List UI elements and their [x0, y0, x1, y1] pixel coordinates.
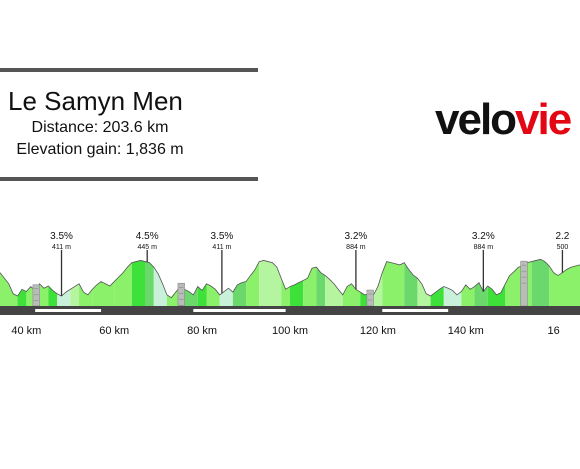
climb-gradient-2: 3.5% [210, 231, 233, 242]
profile-segment-30 [417, 278, 431, 306]
climb-gradient-1: 4.5% [136, 231, 159, 242]
profile-segment-36 [505, 261, 532, 306]
profile-segment-8 [114, 262, 132, 306]
cobble-sector-1 [177, 282, 185, 307]
x-tick-label-3: 100 km [272, 325, 308, 337]
profile-segment-25 [342, 283, 361, 306]
profile-segment-28 [382, 261, 405, 306]
profile-segment-1 [17, 289, 27, 306]
distance-label: Distance: 203.6 km [31, 119, 169, 136]
profile-segment-6 [79, 283, 93, 306]
profile-segment-14 [197, 283, 207, 306]
profile-segment-20 [281, 278, 290, 306]
profile-segment-32 [443, 286, 462, 306]
elevation-profile-chart: 3.5% 411 m 4.5% 445 m 3.5% 411 m 3.2% 884 m 3.2%… [0, 231, 580, 337]
profile-segment-12 [166, 286, 181, 306]
x-tick-label-5: 140 km [448, 325, 484, 337]
profile-segment-34 [474, 282, 488, 306]
profile-segment-37 [531, 259, 550, 306]
climb-elevation-3: 884 m [346, 244, 366, 251]
climb-elevation-5: 500 [557, 244, 569, 251]
cobble-sector-3 [520, 260, 528, 307]
climb-elevation-4: 884 m [474, 244, 494, 251]
profile-segment-4 [57, 289, 71, 306]
logo-vie-text: vie [515, 95, 572, 144]
x-tick-label-1: 60 km [99, 325, 129, 337]
x-tick-label-4: 120 km [360, 325, 396, 337]
climb-gradient-0: 3.5% [50, 231, 73, 242]
profile-segment-11 [153, 267, 167, 306]
profile-segment-31 [430, 286, 444, 306]
x-tick-label-6: 16 [548, 325, 560, 337]
profile-segment-18 [246, 261, 260, 306]
axis-marker-2 [382, 309, 449, 312]
profile-segment-22 [303, 267, 317, 306]
cobble-sector-0 [32, 284, 40, 307]
profile-outline [0, 258, 580, 299]
climb-gradient-5: 2.2 [555, 231, 569, 242]
climb-elevation-2: 411 m [212, 244, 231, 251]
profile-segment-0 [0, 272, 18, 306]
profile-segment-33 [461, 284, 475, 306]
cobble-sector-2 [366, 289, 374, 307]
profile-segment-19 [259, 260, 282, 306]
profile-segment-17 [232, 281, 247, 306]
axis-marker-1 [193, 309, 286, 312]
profile-segment-15 [206, 283, 220, 306]
x-tick-label-0: 40 km [11, 325, 41, 337]
velovie-logo: velovie [435, 95, 572, 145]
race-title: Le Samyn Men [8, 86, 183, 116]
profile-segment-29 [404, 262, 418, 306]
header-top-rule [0, 68, 258, 72]
profile-segment-21 [290, 280, 304, 306]
climb-gradient-4: 3.2% [472, 231, 495, 242]
distance-axis-bar [0, 306, 580, 315]
climb-elevation-1: 445 m [137, 244, 157, 251]
header-bottom-rule [0, 177, 258, 181]
profile-segment-3 [48, 286, 58, 306]
elevation-gain-label: Elevation gain: 1,836 m [16, 141, 184, 158]
climb-elevation-0: 411 m [52, 244, 71, 251]
climb-gradient-3: 3.2% [345, 231, 368, 242]
profile-segment-24 [325, 275, 343, 306]
profile-segment-23 [316, 267, 326, 306]
profile-segment-5 [70, 283, 80, 306]
axis-marker-0 [35, 309, 102, 312]
logo-velo-text: velo [435, 95, 517, 144]
profile-segment-7 [92, 281, 115, 306]
x-tick-label-2: 80 km [187, 325, 217, 337]
profile-segment-9 [131, 260, 145, 306]
profile-segment-10 [145, 261, 154, 306]
